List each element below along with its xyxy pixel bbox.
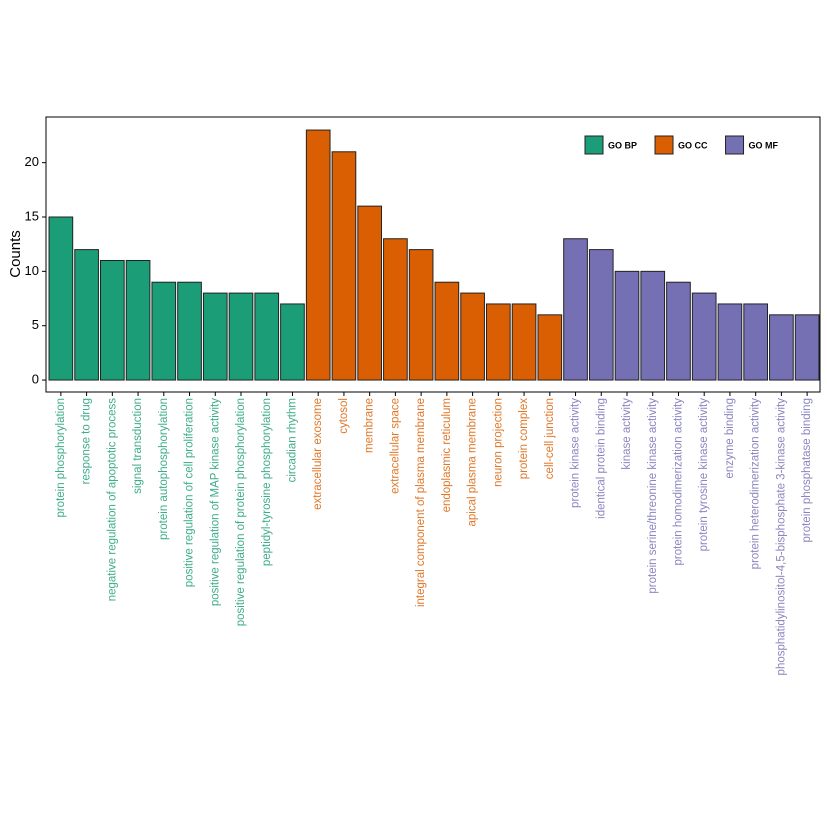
bar (614, 270, 640, 381)
legend-swatch (654, 135, 674, 155)
x-tick-label: cell-cell junction (544, 398, 556, 479)
bar (99, 259, 125, 381)
bar (202, 292, 228, 381)
bar (794, 314, 820, 381)
legend-label: GO CC (678, 140, 708, 150)
x-tick-label: extracellular exosome (312, 398, 324, 510)
y-tick-label: 15 (25, 208, 39, 223)
x-tick-label: phosphatidylinositol-4,5-bisphosphate 3-… (775, 398, 787, 676)
bar (331, 151, 357, 381)
x-tick-label: endoplasmic reticulum (441, 398, 453, 512)
x-tick-label: protein autophosphorylation (158, 398, 170, 540)
x-tick-label: protein complex (518, 398, 530, 479)
x-tick-label: protein serine/threonine kinase activity (647, 398, 659, 594)
bar (254, 292, 280, 381)
x-tick-label: enzyme binding (724, 398, 736, 479)
x-tick-label: peptidyl-tyrosine phosphorylation (261, 398, 273, 566)
bar (383, 238, 408, 381)
bar (666, 281, 691, 381)
bar (408, 249, 434, 381)
bar (434, 281, 460, 381)
x-tick-label: kinase activity (621, 398, 633, 470)
x-tick-label: negative regulation of apoptotic process (106, 398, 118, 602)
bar (769, 314, 794, 381)
plot-frame (45, 116, 821, 393)
bar (74, 249, 99, 381)
x-tick-label: positive regulation of cell proliferatio… (184, 398, 196, 587)
bar (48, 216, 74, 381)
bar (563, 238, 588, 381)
bar (691, 292, 717, 381)
x-tick-label: integral component of plasma membrane (415, 398, 427, 607)
legend-swatch (725, 135, 745, 155)
x-tick-label: neuron projection (492, 398, 504, 487)
x-tick-label: membrane (364, 398, 376, 453)
y-axis-title: Counts (7, 230, 24, 278)
x-tick-label: extracellular space (389, 398, 401, 494)
x-tick-label: cytosol (338, 398, 350, 434)
x-tick-label: positive regulation of protein phosphory… (235, 398, 247, 626)
bar (537, 314, 563, 381)
x-tick-label: circadian rhythm (286, 398, 298, 482)
x-tick-label: signal transduction (132, 398, 144, 494)
y-tick-label: 20 (25, 154, 39, 169)
x-tick-label: identical protein binding (595, 398, 607, 519)
y-tick-label: 10 (25, 263, 39, 278)
legend-label: GO BP (608, 140, 637, 150)
bar (717, 303, 743, 381)
bar (125, 259, 151, 381)
x-tick-label: protein kinase activity (570, 398, 582, 508)
bar (485, 303, 511, 381)
x-tick-label: response to drug (81, 398, 93, 484)
x-tick-label: protein homodimerization activity (672, 398, 684, 566)
bar (177, 281, 202, 381)
x-tick-label: protein tyrosine kinase activity (698, 398, 710, 552)
x-tick-label: positive regulation of MAP kinase activi… (209, 398, 221, 606)
bar (743, 303, 769, 381)
bar (228, 292, 254, 381)
bar (511, 303, 537, 381)
legend-swatch (584, 135, 604, 155)
y-tick-label: 0 (32, 371, 39, 386)
bar (357, 205, 383, 381)
x-tick-label: protein heterodimerization activity (750, 398, 762, 570)
bar (588, 249, 614, 381)
bar (640, 270, 666, 381)
bar (460, 292, 485, 381)
legend-label: GO MF (749, 140, 779, 150)
bar (280, 303, 305, 381)
bar (151, 281, 177, 381)
bar (305, 129, 331, 381)
x-tick-label: protein phosphatase binding (801, 398, 813, 543)
x-tick-label: apical plasma membrane (467, 398, 479, 526)
x-tick-label: protein phosphorylation (55, 398, 67, 518)
y-tick-label: 5 (32, 317, 39, 332)
